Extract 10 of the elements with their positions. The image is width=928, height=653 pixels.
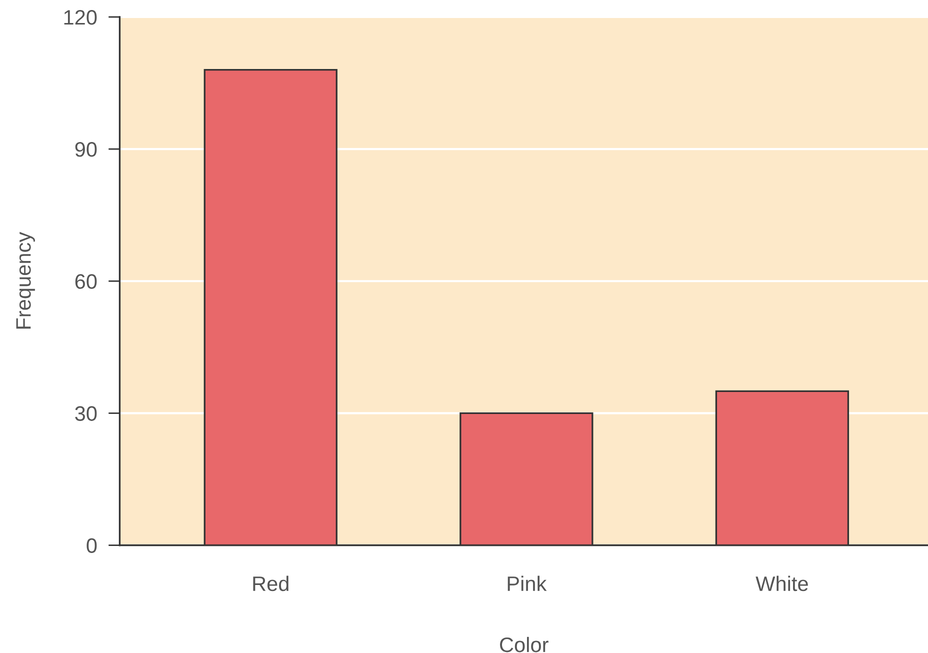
y-tick-label: 60 [75, 274, 97, 289]
y-tick-label: 0 [86, 538, 97, 554]
y-tick-label: 90 [75, 142, 97, 157]
x-axis-title: Color [500, 636, 548, 652]
y-tick-label: 120 [64, 10, 97, 25]
x-tick-label: White [756, 576, 808, 592]
x-tick-label: Pink [508, 576, 547, 591]
x-tick-label: Red [253, 576, 288, 592]
y-tick-label: 30 [75, 406, 97, 421]
y-axis-title: Frequency [16, 232, 35, 329]
